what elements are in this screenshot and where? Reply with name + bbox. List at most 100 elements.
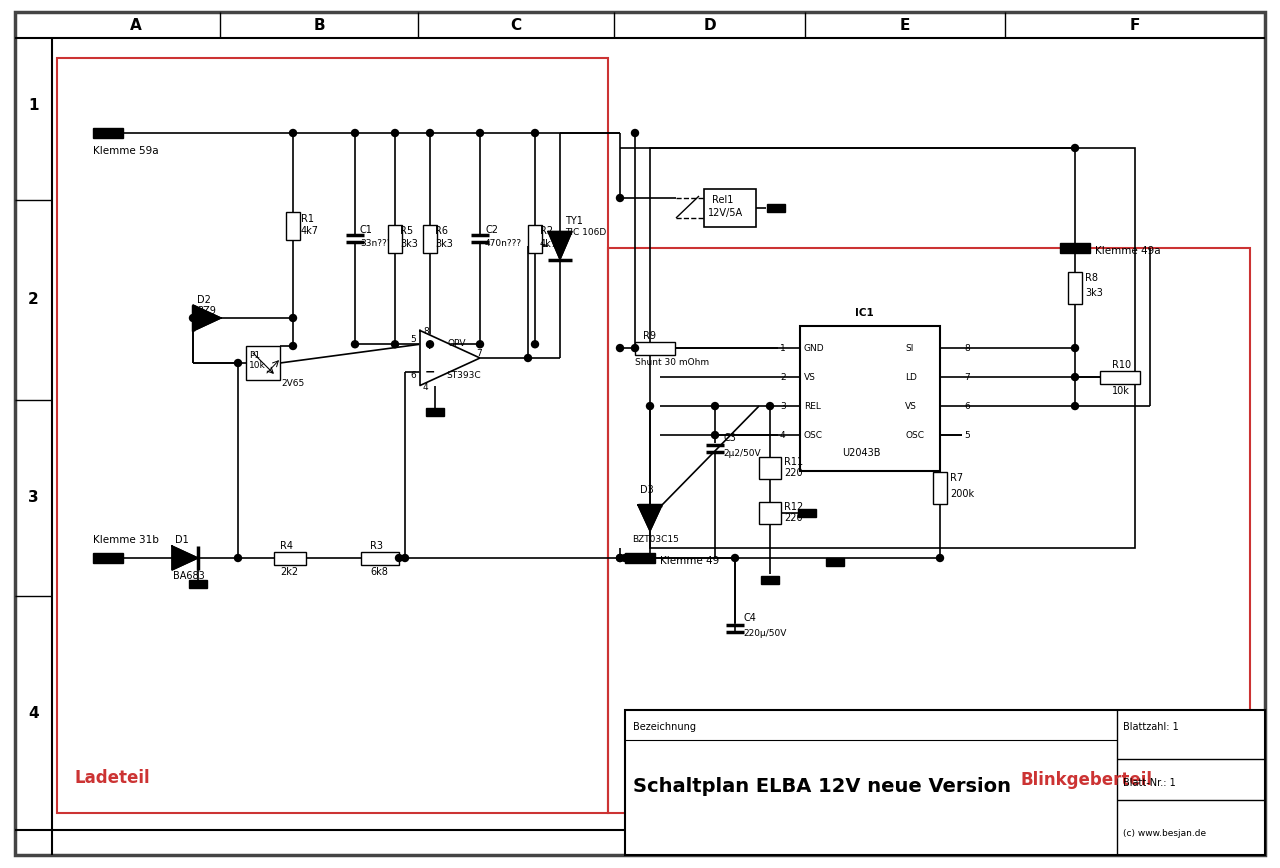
Text: E: E (900, 17, 910, 32)
Bar (826, 558, 844, 566)
Text: Blattzahl: 1: Blattzahl: 1 (1123, 722, 1179, 732)
Polygon shape (193, 305, 221, 331)
Circle shape (712, 431, 718, 438)
Text: IC1: IC1 (855, 308, 874, 319)
Bar (1060, 243, 1091, 253)
Text: 4: 4 (422, 384, 429, 392)
Circle shape (352, 341, 358, 348)
Circle shape (1071, 345, 1079, 352)
Text: Rel1: Rel1 (712, 195, 733, 205)
Text: 4: 4 (780, 431, 786, 439)
Circle shape (767, 403, 773, 410)
Text: R1: R1 (301, 214, 314, 223)
Text: 6k8: 6k8 (370, 567, 388, 577)
Circle shape (646, 403, 654, 410)
Text: R9: R9 (643, 331, 657, 341)
Bar (246, 346, 280, 380)
Bar (388, 225, 402, 253)
Circle shape (531, 341, 539, 348)
Polygon shape (420, 331, 480, 385)
Text: Klemme 59a: Klemme 59a (93, 146, 159, 156)
Text: Klemme 49a: Klemme 49a (1094, 246, 1161, 256)
Circle shape (392, 341, 398, 348)
Text: R4: R4 (280, 541, 293, 551)
Text: Shunt 30 mOhm: Shunt 30 mOhm (635, 358, 709, 366)
Circle shape (531, 129, 539, 136)
Text: 12V/5A: 12V/5A (708, 208, 744, 218)
Text: D2: D2 (197, 295, 211, 305)
Bar (274, 551, 306, 564)
Text: 220: 220 (783, 468, 803, 478)
Bar (285, 212, 300, 240)
Circle shape (937, 555, 943, 562)
Circle shape (476, 129, 484, 136)
Text: D1: D1 (175, 535, 188, 545)
Bar (58, 58, 608, 813)
Text: 5: 5 (964, 431, 970, 439)
Circle shape (1071, 144, 1079, 152)
Text: Klemme 49: Klemme 49 (660, 556, 719, 566)
Circle shape (731, 555, 739, 562)
Bar (1100, 371, 1140, 384)
Text: 4k7: 4k7 (540, 239, 558, 248)
Text: 2k2: 2k2 (280, 567, 298, 577)
Circle shape (622, 555, 628, 562)
Bar (759, 457, 781, 479)
Circle shape (617, 345, 623, 352)
Bar (529, 225, 541, 253)
Bar (426, 407, 444, 416)
Bar (762, 576, 780, 584)
Text: R12: R12 (783, 502, 804, 512)
Text: OPV: OPV (448, 339, 466, 348)
Bar (1068, 272, 1082, 304)
Text: C: C (511, 17, 521, 32)
Text: 7: 7 (476, 350, 481, 358)
Text: 200k: 200k (950, 489, 974, 499)
Text: 33n???: 33n??? (360, 239, 392, 248)
Text: D: D (703, 17, 716, 32)
Text: TY1: TY1 (564, 215, 582, 226)
Text: ST393C: ST393C (445, 372, 480, 380)
Text: 3k3: 3k3 (399, 239, 417, 248)
Circle shape (631, 129, 639, 136)
Circle shape (476, 341, 484, 348)
Text: 220: 220 (783, 513, 803, 523)
Text: Schaltplan ELBA 12V neue Version: Schaltplan ELBA 12V neue Version (634, 778, 1011, 797)
Text: Bezeichnung: Bezeichnung (634, 722, 696, 732)
Text: F: F (1130, 17, 1140, 32)
Text: +: + (425, 341, 434, 351)
Polygon shape (172, 546, 198, 570)
Circle shape (352, 129, 358, 136)
Text: 8: 8 (422, 326, 429, 336)
Text: 3k3: 3k3 (1085, 288, 1103, 298)
Text: R5: R5 (399, 226, 413, 235)
Text: 8: 8 (964, 344, 970, 352)
Text: 220µ/50V: 220µ/50V (742, 629, 786, 639)
Bar (635, 341, 675, 354)
Text: 1: 1 (28, 98, 38, 114)
Bar (93, 553, 123, 563)
Text: C3: C3 (723, 433, 736, 443)
Circle shape (234, 359, 242, 366)
Text: 5: 5 (410, 336, 416, 345)
Bar (800, 326, 940, 470)
Text: BZT03C15: BZT03C15 (632, 536, 678, 544)
Text: OSC: OSC (804, 431, 823, 439)
Text: 4: 4 (28, 706, 38, 720)
Text: 3: 3 (28, 490, 38, 505)
Text: GND: GND (804, 344, 824, 352)
Text: VS: VS (905, 402, 916, 411)
Circle shape (631, 345, 639, 352)
Circle shape (525, 354, 531, 361)
Circle shape (617, 555, 623, 562)
Text: R8: R8 (1085, 273, 1098, 283)
Text: C4: C4 (742, 613, 756, 623)
Text: SI: SI (905, 344, 914, 352)
Text: R3: R3 (370, 541, 383, 551)
Text: 3k3: 3k3 (435, 239, 453, 248)
Circle shape (392, 129, 398, 136)
Text: 1: 1 (780, 344, 786, 352)
Text: C2: C2 (485, 225, 498, 234)
Bar (189, 580, 207, 588)
Text: 6: 6 (410, 372, 416, 380)
